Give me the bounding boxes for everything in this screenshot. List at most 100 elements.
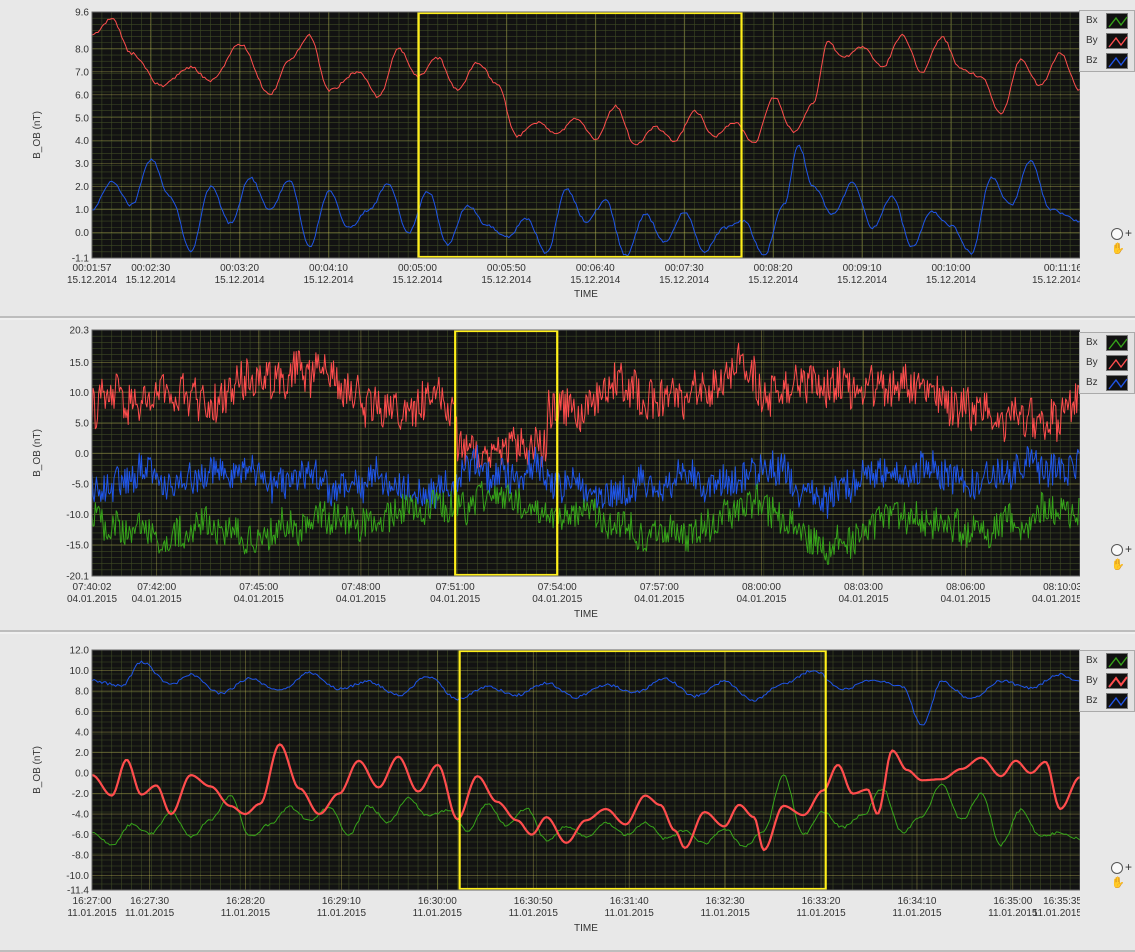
minor-grid [92,650,1080,890]
plot-legend-1[interactable]: Bx By Bz [1079,10,1135,72]
legend-item-bz[interactable]: Bz [1080,691,1134,711]
y-axis-title: B_OB (nT) [32,746,43,794]
x-tick-time: 07:57:00 [640,582,679,593]
pan-hand-icon[interactable]: ✋ [1111,559,1125,571]
plot-traces [92,18,1080,257]
y-tick-label: -5.0 [72,480,90,491]
y-tick-label: 4.0 [75,728,89,739]
trace-by [92,18,1080,146]
x-tick-time: 00:05:00 [398,263,437,274]
x-tick-date: 15.12.2014 [126,275,176,286]
legend-item-bz[interactable]: Bz [1080,373,1134,393]
x-tick-time: 00:08:20 [754,263,793,274]
y-tick-label: -1.1 [72,254,90,265]
x-tick-date: 15.12.2014 [837,275,887,286]
x-tick-time: 00:02:30 [131,263,170,274]
y-tick-label: 2.0 [75,182,89,193]
zoom-icon[interactable] [1111,228,1123,240]
waveform-graph-1[interactable]: 9.6 8.0 7.0 6.0 5.0 4.0 3.0 2.0 1.0 0.0 -1.100:01:… [0,0,1080,318]
x-tick-date: 11.01.2015 [1033,908,1080,919]
graph-palette-1: + ✋ [1109,226,1135,256]
y-tick-label: 15.0 [70,358,90,369]
y-tick-label: -6.0 [72,830,90,841]
y-tick-label: 5.0 [75,113,89,124]
legend-label-by: By [1086,675,1098,686]
zoom-icon[interactable] [1111,862,1123,874]
x-tick-date: 15.12.2014 [659,275,709,286]
y-tick-label: 12.0 [70,646,90,657]
bx-line-swatch [1106,335,1128,351]
trace-bx [92,480,1080,565]
x-tick-date: 15.12.2014 [748,275,798,286]
y-tick-label: 6.0 [75,707,89,718]
y-tick-label: -10.0 [66,871,89,882]
x-tick-date: 15.12.2014 [215,275,265,286]
graph-panel-1: 9.6 8.0 7.0 6.0 5.0 4.0 3.0 2.0 1.0 0.0 -1.1 00:01:… [0,0,1135,318]
legend-item-by[interactable]: By [1080,671,1134,691]
plot-border [91,649,1080,891]
legend-label-bz: Bz [1086,377,1098,388]
highlight-box [454,329,559,577]
y-tick-label: 3.0 [75,159,89,170]
x-tick-date: 11.01.2015 [988,908,1038,919]
plus-icon[interactable]: + [1125,860,1133,874]
x-tick-time: 16:35:35 [1043,896,1080,907]
bz-line-swatch [1106,53,1128,69]
legend-item-bx[interactable]: Bx [1080,11,1134,31]
y-tick-label: -11.4 [67,886,89,897]
x-tick-time: 07:48:00 [341,582,380,593]
x-tick-time: 16:31:40 [610,896,649,907]
x-tick-time: 16:29:10 [322,896,361,907]
legend-label-bz: Bz [1086,55,1098,66]
plot-traces [92,660,1080,852]
waveform-graph-3[interactable]: 12.0 10.0 8.0 6.0 4.0 2.0 0.0 -2.0 -4.0 -6.0 -8.0 -… [0,634,1080,952]
zoom-icon[interactable] [1111,544,1123,556]
x-tick-time: 16:30:50 [514,896,553,907]
legend-item-by[interactable]: By [1080,31,1134,51]
bz-line-swatch [1106,375,1128,391]
x-tick-time: 07:40:02 [73,582,112,593]
y-tick-label: 20.3 [70,326,90,337]
x-tick-date: 04.01.2015 [736,594,786,605]
y-tick-label: 9.6 [75,8,89,19]
plot-traces [92,342,1080,565]
x-tick-time: 00:11:16 [1044,263,1080,274]
plot-legend-3[interactable]: Bx By Bz [1079,650,1135,712]
y-tick-label: 0.0 [75,449,89,460]
x-tick-time: 00:03:20 [220,263,259,274]
pan-hand-icon[interactable]: ✋ [1111,243,1125,255]
waveform-graph-2[interactable]: 20.315.010.05.00.0-5.0-10.0-15.0-20.107:… [0,320,1080,632]
x-tick-time: 16:27:00 [73,896,112,907]
y-tick-label: 6.0 [75,90,89,101]
legend-item-bx[interactable]: Bx [1080,651,1134,671]
x-tick-time: 16:28:20 [226,896,265,907]
y-tick-label: 10.0 [70,388,90,399]
legend-item-by[interactable]: By [1080,353,1134,373]
plot-legend-2[interactable]: Bx By Bz [1079,332,1135,394]
x-tick-date: 04.01.2015 [67,594,117,605]
y-tick-label: -15.0 [66,540,89,551]
y-tick-label: 0.0 [75,769,89,780]
by-line-swatch [1106,33,1128,49]
x-tick-date: 04.01.2015 [634,594,684,605]
legend-item-bz[interactable]: Bz [1080,51,1134,71]
plot-border [91,329,1080,577]
x-tick-time: 16:34:10 [898,896,937,907]
x-tick-time: 08:10:03 [1043,582,1080,593]
y-tick-label: -8.0 [72,851,90,862]
x-tick-date: 11.01.2015 [67,908,117,919]
pan-hand-icon[interactable]: ✋ [1111,877,1125,889]
x-tick-date: 11.01.2015 [413,908,463,919]
legend-label-bx: Bx [1086,337,1098,348]
x-tick-date: 15.12.2014 [392,275,442,286]
minor-grid [92,330,1080,576]
plus-icon[interactable]: + [1125,542,1133,556]
plot-border [91,11,1080,259]
y-tick-label: -20.1 [66,572,89,583]
graph-palette-2: + ✋ [1109,542,1135,572]
plus-icon[interactable]: + [1125,226,1133,240]
legend-item-bx[interactable]: Bx [1080,333,1134,353]
x-tick-date: 04.01.2015 [941,594,991,605]
x-tick-date: 15.12.2014 [926,275,976,286]
graph-palette-3: + ✋ [1109,860,1135,890]
